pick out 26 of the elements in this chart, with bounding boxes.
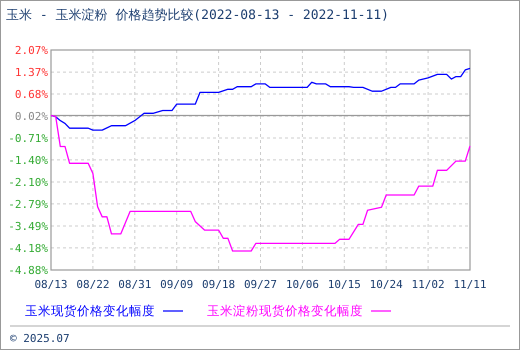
legend-label: 玉米现货价格变化幅度 (25, 303, 155, 318)
x-tick-label: 10/15 (328, 278, 361, 291)
x-tick-label: 09/27 (244, 278, 278, 291)
x-tick-label: 10/06 (286, 278, 319, 291)
x-tick-label: 10/24 (370, 278, 404, 291)
x-tick-label: 09/18 (202, 278, 236, 291)
y-tick-label: 1.37% (14, 66, 48, 80)
legend-label: 玉米淀粉现货价格变化幅度 (207, 303, 363, 318)
y-tick-label: 2.07% (14, 44, 48, 57)
y-tick-label: 0.68% (14, 88, 48, 101)
x-tick-label: 11/02 (412, 278, 445, 291)
y-tick-label: -3.49% (8, 220, 48, 233)
x-tick-label: 08/31 (118, 278, 152, 291)
y-tick-label: -2.10% (8, 176, 48, 189)
y-tick-label: -4.18% (8, 242, 48, 255)
x-tick-label: 09/09 (160, 278, 194, 291)
y-tick-label: 0.02% (14, 110, 48, 124)
y-tick-label: -1.40% (8, 154, 48, 167)
chart-title: 玉米 - 玉米淀粉 价格趋势比较(2022-08-13 - 2022-11-11) (6, 8, 389, 23)
y-tick-label: -4.88% (8, 264, 48, 277)
y-tick-label: -2.79% (8, 198, 48, 211)
x-tick-label: 08/13 (34, 278, 68, 291)
text: © 2025.07 (10, 332, 70, 345)
x-tick-label: 11/11 (453, 278, 487, 291)
x-tick-label: 08/22 (76, 278, 110, 291)
y-tick-label: -0.71% (8, 132, 48, 145)
